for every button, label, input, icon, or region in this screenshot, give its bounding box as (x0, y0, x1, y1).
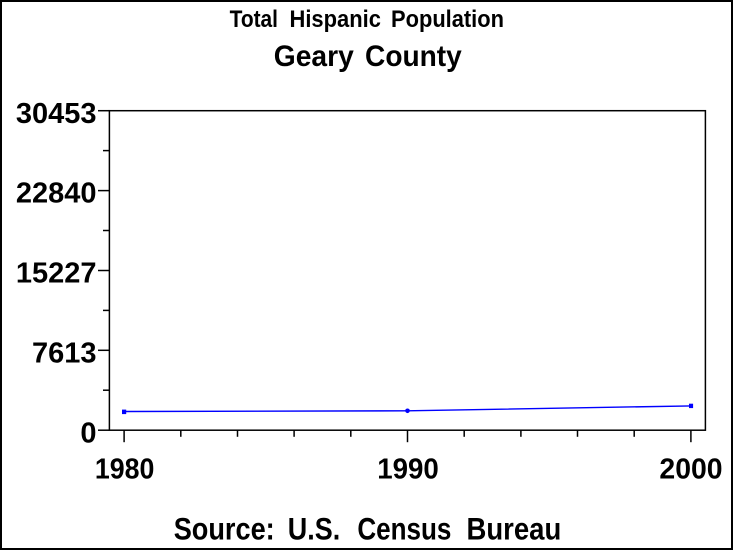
svg-text:Population: Population (391, 6, 504, 33)
svg-text:Bureau: Bureau (467, 512, 562, 547)
svg-text:Total: Total (230, 6, 278, 33)
svg-text:1990: 1990 (377, 453, 439, 485)
svg-text:County: County (365, 40, 462, 73)
svg-text:2000: 2000 (659, 453, 722, 485)
svg-text:Census: Census (357, 512, 451, 547)
svg-text:22840: 22840 (16, 178, 97, 210)
svg-text:15227: 15227 (16, 258, 97, 290)
svg-text:30453: 30453 (16, 98, 97, 130)
svg-text:Source:: Source: (174, 512, 275, 547)
svg-text:7613: 7613 (32, 337, 97, 369)
svg-text:1980: 1980 (95, 453, 155, 485)
svg-text:U.S.: U.S. (288, 512, 340, 547)
svg-text:0: 0 (80, 417, 96, 449)
svg-text:Geary: Geary (274, 40, 354, 73)
svg-text:Hispanic: Hispanic (290, 6, 381, 33)
